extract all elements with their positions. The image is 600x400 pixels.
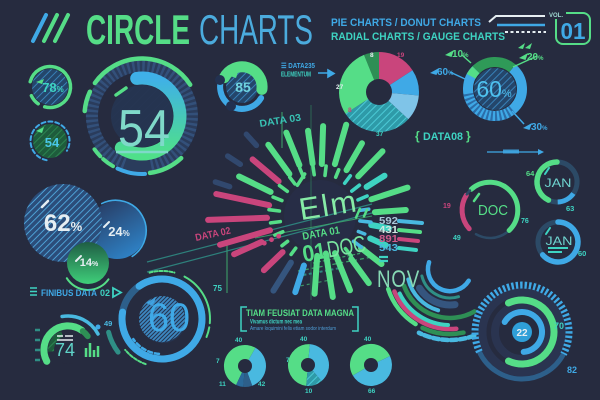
svg-text:☰ DATA235: ☰ DATA235 <box>281 63 315 70</box>
svg-text:CIRCLE: CIRCLE <box>86 6 190 53</box>
svg-text:8: 8 <box>370 52 374 59</box>
svg-text:Amare loquimini felis etiam so: Amare loquimini felis etiam sodor interd… <box>250 326 336 332</box>
svg-text:10: 10 <box>305 388 313 395</box>
svg-text:66: 66 <box>368 388 376 395</box>
svg-text:40: 40 <box>300 336 308 343</box>
svg-text:NOV: NOV <box>377 266 420 293</box>
svg-text:891: 891 <box>379 233 398 245</box>
svg-text:75: 75 <box>213 284 222 293</box>
svg-text:22: 22 <box>516 328 528 339</box>
svg-text:543: 543 <box>379 242 398 254</box>
svg-text:19: 19 <box>397 52 405 59</box>
svg-text:11: 11 <box>219 381 226 388</box>
svg-text:TIAM FEUSIAT DATA MAGNA: TIAM FEUSIAT DATA MAGNA <box>246 308 354 318</box>
svg-text:01: 01 <box>300 237 328 267</box>
svg-text:JAN: JAN <box>545 176 572 190</box>
svg-text:02: 02 <box>100 288 110 298</box>
svg-text:60: 60 <box>148 296 190 340</box>
svg-text:62%: 62% <box>44 210 83 237</box>
svg-text:PIE CHARTS / DONUT CHARTS: PIE CHARTS / DONUT CHARTS <box>331 17 481 29</box>
svg-text:ELEMENTUM: ELEMENTUM <box>281 72 311 79</box>
svg-text:VOL.: VOL. <box>549 12 563 19</box>
svg-text:64: 64 <box>526 169 535 178</box>
svg-text:54: 54 <box>45 135 60 150</box>
svg-text:70: 70 <box>554 321 564 331</box>
svg-text:42: 42 <box>258 381 266 388</box>
svg-text:}: } <box>466 129 471 143</box>
svg-text:7: 7 <box>216 358 220 365</box>
svg-text:60: 60 <box>578 249 586 258</box>
svg-text:60%: 60% <box>437 67 454 78</box>
svg-text:30%: 30% <box>531 122 548 133</box>
svg-text:DATA08: DATA08 <box>423 131 463 143</box>
svg-text:8: 8 <box>348 107 352 114</box>
svg-text:49: 49 <box>453 235 461 242</box>
svg-text:40: 40 <box>235 337 243 344</box>
svg-text:82: 82 <box>567 365 577 375</box>
svg-text:63: 63 <box>566 204 574 213</box>
svg-text:49: 49 <box>104 319 112 328</box>
svg-text:37: 37 <box>376 131 384 138</box>
svg-text:7: 7 <box>286 357 290 364</box>
svg-text:27: 27 <box>336 84 344 91</box>
svg-text:01: 01 <box>561 18 586 44</box>
svg-text:FINIBUS DATA: FINIBUS DATA <box>41 288 97 298</box>
svg-text:DOC: DOC <box>478 202 508 219</box>
svg-text:19: 19 <box>443 203 451 210</box>
svg-text:Vivamus dictum nec mea: Vivamus dictum nec mea <box>250 320 302 326</box>
svg-text:76: 76 <box>521 218 529 225</box>
svg-text:40: 40 <box>364 336 372 343</box>
svg-text:54: 54 <box>118 100 170 158</box>
svg-text:85: 85 <box>235 79 251 95</box>
svg-text:592: 592 <box>379 215 398 227</box>
svg-text:74: 74 <box>55 340 75 360</box>
svg-text:431: 431 <box>379 224 398 236</box>
svg-text:JAN: JAN <box>546 234 573 248</box>
svg-text:CHARTS: CHARTS <box>199 6 313 53</box>
svg-text:{: { <box>415 129 420 143</box>
svg-text:20%: 20% <box>527 52 544 63</box>
svg-text:10%: 10% <box>452 49 469 60</box>
svg-text:RADIAL CHARTS / GAUGE CHARTS: RADIAL CHARTS / GAUGE CHARTS <box>331 31 505 43</box>
